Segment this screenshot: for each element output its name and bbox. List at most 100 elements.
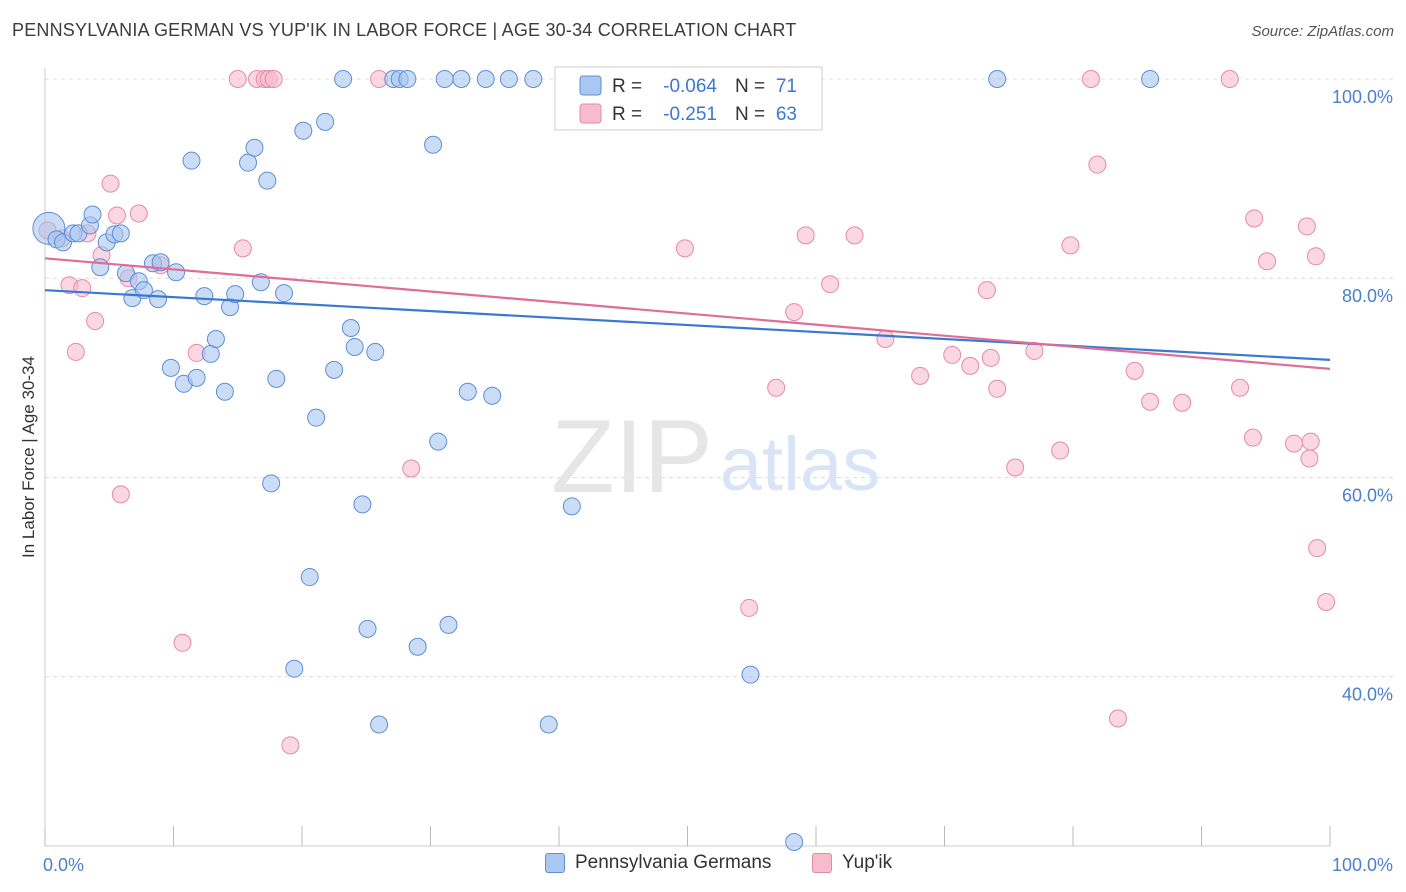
yupik-point-32	[821, 275, 840, 294]
yupik-point-33	[845, 226, 864, 245]
yupik-point-10	[111, 485, 130, 504]
legend-item-pennsylvania-germans: Pennsylvania Germans	[545, 852, 771, 874]
y-tick-label-3: 40.0%	[1342, 685, 1393, 705]
y-tick-label-1: 80.0%	[1342, 286, 1393, 306]
yupik-point-8	[101, 174, 120, 193]
legend-item-yupik: Yup'ik	[812, 852, 892, 874]
pennsylvania-germans-point-66	[741, 665, 760, 684]
series-yupik-points	[38, 70, 1336, 755]
yupik-point-62	[1317, 592, 1336, 611]
pennsylvania-germans-point-38	[300, 568, 319, 587]
y-axis-label: In Labor Force | Age 30-34	[19, 356, 38, 558]
pennsylvania-germans-point-46	[358, 619, 377, 638]
yupik-point-22	[281, 736, 300, 755]
legend-n-label-1: N =	[735, 76, 765, 97]
pennsylvania-germans-point-45	[353, 495, 372, 514]
pennsylvania-germans-point-54	[429, 432, 448, 451]
pennsylvania-germans-point-47	[366, 342, 385, 361]
pennsylvania-germans-point-19	[167, 263, 186, 282]
yupik-point-24	[402, 459, 421, 478]
yupik-point-26	[675, 239, 694, 258]
pennsylvania-germans-point-59	[476, 70, 495, 88]
yupik-point-45	[1081, 70, 1100, 88]
pennsylvania-germans-point-39	[307, 408, 326, 427]
yupik-point-61	[1308, 539, 1327, 558]
legend-swatch-pennsylvania-germans	[545, 853, 565, 873]
yupik-point-3	[66, 342, 85, 361]
pennsylvania-germans-point-53	[424, 135, 443, 154]
source-credit: Source: ZipAtlas.com	[1251, 23, 1394, 40]
yupik-point-48	[1125, 361, 1144, 380]
pennsylvania-germans-point-21	[182, 151, 201, 170]
pennsylvania-germans-point-10	[111, 224, 130, 243]
yupik-point-4	[73, 279, 92, 298]
yupik-point-17	[233, 239, 252, 258]
pennsylvania-germans-point-16	[149, 290, 168, 309]
pennsylvania-germans-point-56	[439, 615, 458, 634]
yupik-point-56	[1285, 434, 1304, 453]
pennsylvania-germans-point-17	[151, 253, 170, 272]
yupik-point-28	[767, 378, 786, 397]
pennsylvania-germans-point-63	[539, 715, 558, 734]
y-tick-labels: 100.0% 80.0% 60.0% 40.0%	[1332, 87, 1393, 705]
pennsylvania-germans-point-42	[334, 70, 353, 88]
yupik-point-31	[796, 226, 815, 245]
pennsylvania-germans-point-37	[294, 121, 313, 140]
pennsylvania-germans-point-48	[370, 715, 389, 734]
pennsylvania-germans-point-33	[262, 474, 281, 493]
pennsylvania-germans-point-36	[285, 659, 304, 678]
legend-r-value-2: -0.251	[663, 104, 717, 125]
pennsylvania-germans-point-55	[435, 70, 454, 88]
yupik-point-60	[1306, 247, 1325, 266]
yupik-point-39	[981, 348, 1000, 367]
pennsylvania-germans-point-23	[195, 287, 214, 306]
yupik-point-16	[228, 70, 247, 88]
pennsylvania-germans-point-69	[988, 70, 1007, 88]
legend-n-value-1: 71	[776, 76, 797, 97]
chart-title: PENNSYLVANIA GERMAN VS YUP'IK IN LABOR F…	[12, 20, 797, 40]
pennsylvania-germans-point-32	[258, 171, 277, 190]
x-tick-label-max: 100.0%	[1332, 855, 1393, 875]
pennsylvania-germans-point-7	[91, 258, 110, 277]
pennsylvania-germans-point-64	[562, 497, 581, 516]
yupik-point-51	[1220, 70, 1239, 88]
legend-swatch-blue	[579, 75, 602, 96]
pennsylvania-germans-point-62	[524, 70, 543, 88]
bottom-legend: Pennsylvania Germans Yup'ik	[0, 852, 1406, 878]
pennsylvania-germans-point-24	[201, 344, 220, 363]
yupik-point-53	[1243, 428, 1262, 447]
legend-n-label-2: N =	[735, 104, 765, 125]
pennsylvania-germans-point-41	[325, 360, 344, 379]
pennsylvania-germans-point-6	[83, 205, 102, 224]
pennsylvania-germans-point-44	[345, 337, 364, 356]
watermark-zip: ZIP	[551, 399, 713, 515]
legend-label-yupik: Yup'ik	[842, 852, 893, 873]
axes	[44, 68, 1331, 847]
pennsylvania-germans-point-40	[316, 112, 335, 131]
pennsylvania-germans-point-67	[785, 833, 804, 852]
pennsylvania-germans-point-18	[161, 358, 180, 377]
pennsylvania-germans-point-61	[499, 70, 518, 88]
yupik-point-37	[961, 356, 980, 375]
legend-box: R = -0.064 N = 71 R = -0.251 N = 63	[554, 66, 823, 131]
pennsylvania-germans-point-30	[245, 138, 264, 157]
yupik-point-36	[943, 345, 962, 364]
pennsylvania-germans-point-35	[275, 284, 294, 303]
yupik-point-30	[785, 303, 804, 322]
pennsylvania-germans-point-28	[226, 285, 245, 304]
legend-swatch-yupik	[812, 853, 832, 873]
yupik-point-46	[1088, 155, 1107, 174]
pennsylvania-germans-point-26	[215, 382, 234, 401]
yupik-point-14	[173, 633, 192, 652]
yupik-point-44	[1061, 236, 1080, 255]
x-tick-label-min: 0.0%	[43, 855, 84, 875]
y-tick-label-0: 100.0%	[1332, 87, 1393, 107]
yupik-point-38	[977, 281, 996, 300]
yupik-point-34	[876, 329, 895, 348]
pennsylvania-germans-point-43	[341, 319, 360, 338]
pennsylvania-germans-point-22	[187, 368, 206, 387]
yupik-point-50	[1173, 393, 1192, 412]
pennsylvania-germans-point-58	[458, 382, 477, 401]
watermark: ZIP atlas	[551, 399, 880, 515]
trend-line-pennsylvania-germans	[44, 289, 1331, 361]
